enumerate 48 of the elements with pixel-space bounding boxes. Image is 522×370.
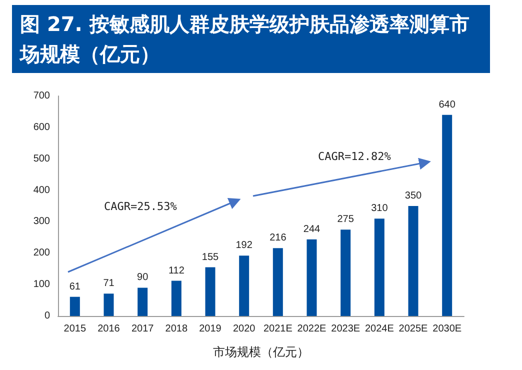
y-tick-label: 500 — [33, 153, 50, 164]
y-tick-label: 400 — [33, 184, 50, 196]
x-tick-label: 2019 — [199, 324, 222, 334]
x-axis-title: 市场规模（亿元） — [213, 345, 309, 359]
x-tick-label: 2021E — [263, 324, 293, 334]
bar — [374, 218, 384, 316]
x-tick-label: 2016 — [98, 324, 120, 334]
annotation: CAGR=25.53% — [104, 200, 177, 213]
bar — [442, 114, 452, 316]
bar — [171, 280, 182, 316]
bar — [138, 288, 148, 316]
data-label: 310 — [371, 203, 388, 214]
y-tick-label: 0 — [44, 310, 50, 322]
y-tick-label: 300 — [33, 216, 50, 228]
annotation: CAGR=12.82% — [318, 150, 391, 163]
bar — [408, 206, 418, 316]
data-label: 61 — [69, 281, 81, 292]
y-tick-label: 200 — [33, 248, 50, 259]
bar — [306, 239, 317, 316]
bar — [104, 294, 114, 316]
x-tick-label: 2030E — [432, 324, 462, 334]
bar — [239, 256, 250, 316]
chart-title: 图 27. 按敏感肌人群皮肤学级护肤品渗透率测算市场规模（亿元） — [12, 5, 490, 73]
bar — [205, 267, 216, 316]
y-tick-label: 600 — [33, 122, 50, 133]
data-label: 350 — [404, 190, 422, 202]
x-tick-label: 2020 — [232, 324, 256, 334]
data-label: 71 — [103, 278, 115, 290]
y-tick-label: 100 — [33, 279, 50, 290]
x-tick-label: 2024E — [364, 324, 394, 334]
data-label: 640 — [438, 99, 456, 110]
bar — [272, 248, 283, 316]
data-label: 216 — [270, 232, 287, 244]
data-label: 192 — [236, 240, 253, 252]
bar — [340, 230, 351, 316]
data-label: 275 — [337, 214, 354, 226]
data-label: 112 — [168, 265, 185, 276]
x-tick-label: 2018 — [165, 324, 188, 334]
x-tick-label: 2022E — [297, 324, 327, 334]
bar — [70, 296, 80, 316]
y-tick-label: 700 — [33, 90, 50, 102]
x-tick-label: 2015 — [64, 324, 86, 334]
data-label: 244 — [303, 224, 321, 235]
x-tick-label: 2023E — [331, 324, 360, 334]
data-label: 90 — [137, 272, 149, 284]
x-tick-label: 2025E — [398, 324, 428, 334]
x-tick-label: 2017 — [131, 324, 154, 334]
data-label: 155 — [202, 252, 220, 263]
